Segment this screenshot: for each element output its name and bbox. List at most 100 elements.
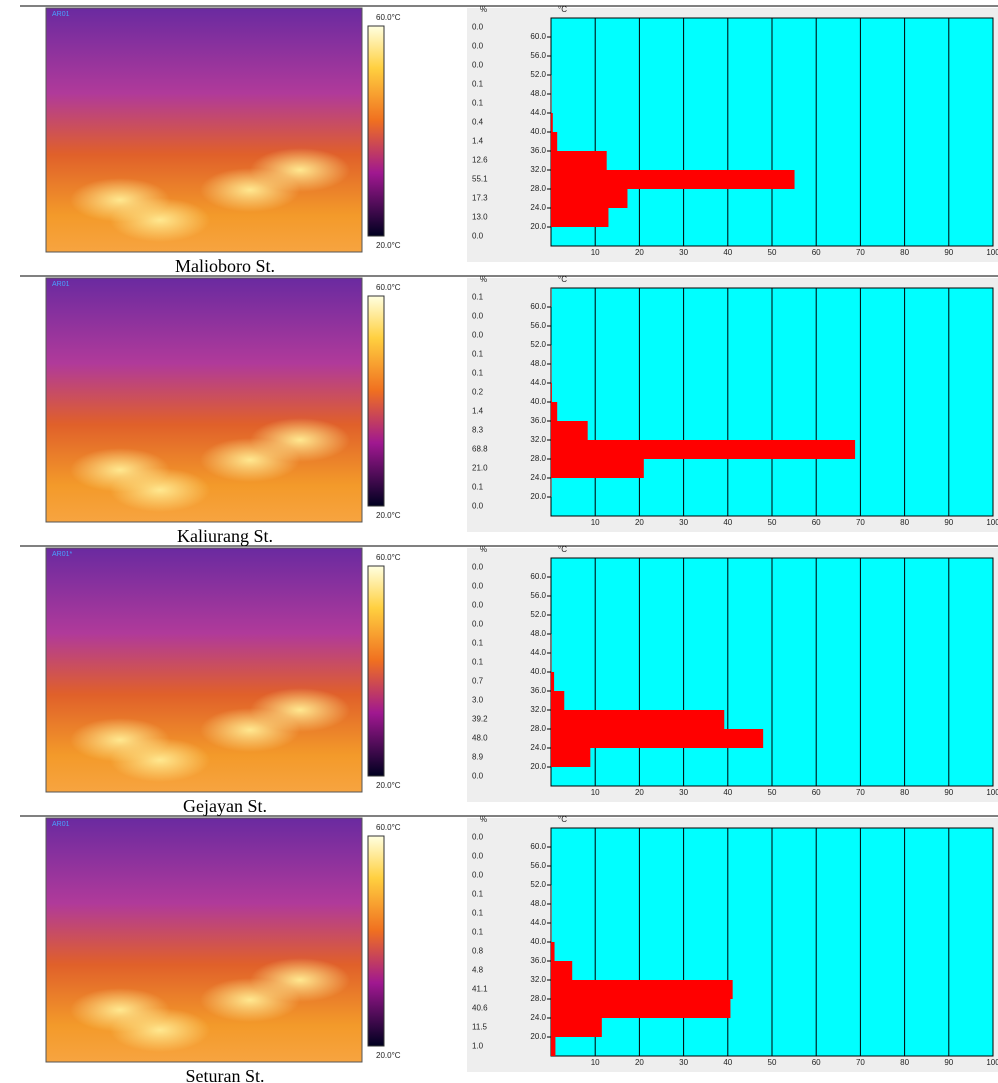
y-tick-label: 60.0 (530, 572, 546, 581)
y-tick-label: 40.0 (530, 667, 546, 676)
y-tick-label: 60.0 (530, 302, 546, 311)
bar (551, 748, 591, 767)
x-tick-label: 90 (944, 788, 953, 797)
value-label: 0.7 (472, 677, 484, 686)
y-tick-label: 24.0 (530, 203, 546, 212)
value-label: 4.8 (472, 966, 484, 975)
y-tick-label: 20.0 (530, 762, 546, 771)
colorbar-label: 20.0°C (376, 1051, 401, 1060)
y-tick-label: 20.0 (530, 1032, 546, 1041)
image-label: AR01* (52, 551, 73, 558)
x-tick-label: 10 (591, 788, 600, 797)
colorbar (367, 835, 385, 1047)
x-tick-label: 10 (591, 518, 600, 527)
x-tick-label: 100 (986, 1058, 998, 1067)
bar (551, 980, 733, 999)
value-label: 1.0 (472, 1042, 484, 1051)
value-label: 13.0 (472, 213, 488, 222)
image-label: AR01 (52, 11, 70, 18)
x-tick-label: 90 (944, 248, 953, 257)
value-label: 0.0 (472, 833, 484, 842)
x-tick-label: 30 (679, 248, 688, 257)
x-tick-label: 50 (768, 788, 777, 797)
hot-spot (110, 738, 210, 782)
x-tick-label: 60 (812, 248, 821, 257)
x-tick-label: 80 (900, 248, 909, 257)
y-tick-label: 48.0 (530, 899, 546, 908)
bar (551, 113, 553, 132)
value-label: 40.6 (472, 1004, 488, 1013)
value-label: 8.9 (472, 753, 484, 762)
bar (551, 691, 565, 710)
value-header: % (480, 275, 487, 284)
value-label: 0.0 (472, 620, 484, 629)
value-label: 0.0 (472, 232, 484, 241)
y-tick-label: 52.0 (530, 340, 546, 349)
y-tick-label: 24.0 (530, 473, 546, 482)
y-tick-label: 52.0 (530, 610, 546, 619)
bar (551, 208, 609, 227)
hot-spot (250, 148, 350, 192)
x-tick-label: 10 (591, 1058, 600, 1067)
bar (551, 1037, 556, 1056)
hot-spot (110, 198, 210, 242)
y-tick-label: 20.0 (530, 492, 546, 501)
y-tick-label: 24.0 (530, 1013, 546, 1022)
value-label: 0.1 (472, 350, 484, 359)
value-label: 0.2 (472, 388, 484, 397)
bar (551, 999, 731, 1018)
x-tick-label: 20 (635, 788, 644, 797)
value-label: 3.0 (472, 696, 484, 705)
value-header: % (480, 815, 487, 824)
value-label: 0.0 (472, 42, 484, 51)
bar (551, 383, 552, 402)
x-tick-label: 60 (812, 1058, 821, 1067)
value-label: 17.3 (472, 194, 488, 203)
bin-header: °C (558, 275, 567, 284)
value-label: 68.8 (472, 445, 488, 454)
colorbar (367, 295, 385, 507)
x-tick-label: 100 (986, 518, 998, 527)
bin-header: °C (558, 5, 567, 14)
y-tick-label: 56.0 (530, 861, 546, 870)
panel: AR01 60.0°C 20.0°C Seturan St.% °C 10 20 30 40 50… (20, 815, 998, 1083)
bin-header: °C (558, 545, 567, 554)
value-label: 0.1 (472, 639, 484, 648)
image-label: AR01 (52, 281, 70, 288)
x-tick-label: 10 (591, 248, 600, 257)
y-tick-label: 48.0 (530, 629, 546, 638)
x-tick-label: 30 (679, 518, 688, 527)
bar (551, 440, 856, 459)
y-tick-label: 36.0 (530, 146, 546, 155)
colorbar (367, 565, 385, 777)
value-label: 0.1 (472, 658, 484, 667)
caption: Malioboro St. (175, 256, 275, 276)
y-tick-label: 28.0 (530, 994, 546, 1003)
panel: AR01 60.0°C 20.0°C Kaliurang St.% °C 10 20 30 40… (20, 275, 998, 546)
y-tick-label: 36.0 (530, 956, 546, 965)
value-label: 0.0 (472, 871, 484, 880)
bar (551, 132, 558, 151)
y-tick-label: 40.0 (530, 127, 546, 136)
value-label: 39.2 (472, 715, 488, 724)
x-tick-label: 40 (723, 518, 732, 527)
caption: Seturan St. (186, 1066, 265, 1083)
value-label: 12.6 (472, 156, 488, 165)
y-tick-label: 60.0 (530, 842, 546, 851)
y-tick-label: 28.0 (530, 724, 546, 733)
x-tick-label: 30 (679, 1058, 688, 1067)
value-label: 0.0 (472, 601, 484, 610)
y-tick-label: 24.0 (530, 743, 546, 752)
value-label: 48.0 (472, 734, 488, 743)
panel: AR01 60.0°C 20.0°C Malioboro St.% °C 10 20 30 40… (20, 5, 998, 276)
y-tick-label: 32.0 (530, 165, 546, 174)
value-label: 0.1 (472, 890, 484, 899)
caption: Kaliurang St. (177, 526, 273, 546)
hot-spot (250, 688, 350, 732)
value-label: 0.0 (472, 852, 484, 861)
x-tick-label: 80 (900, 1058, 909, 1067)
y-tick-label: 28.0 (530, 184, 546, 193)
y-tick-label: 44.0 (530, 918, 546, 927)
